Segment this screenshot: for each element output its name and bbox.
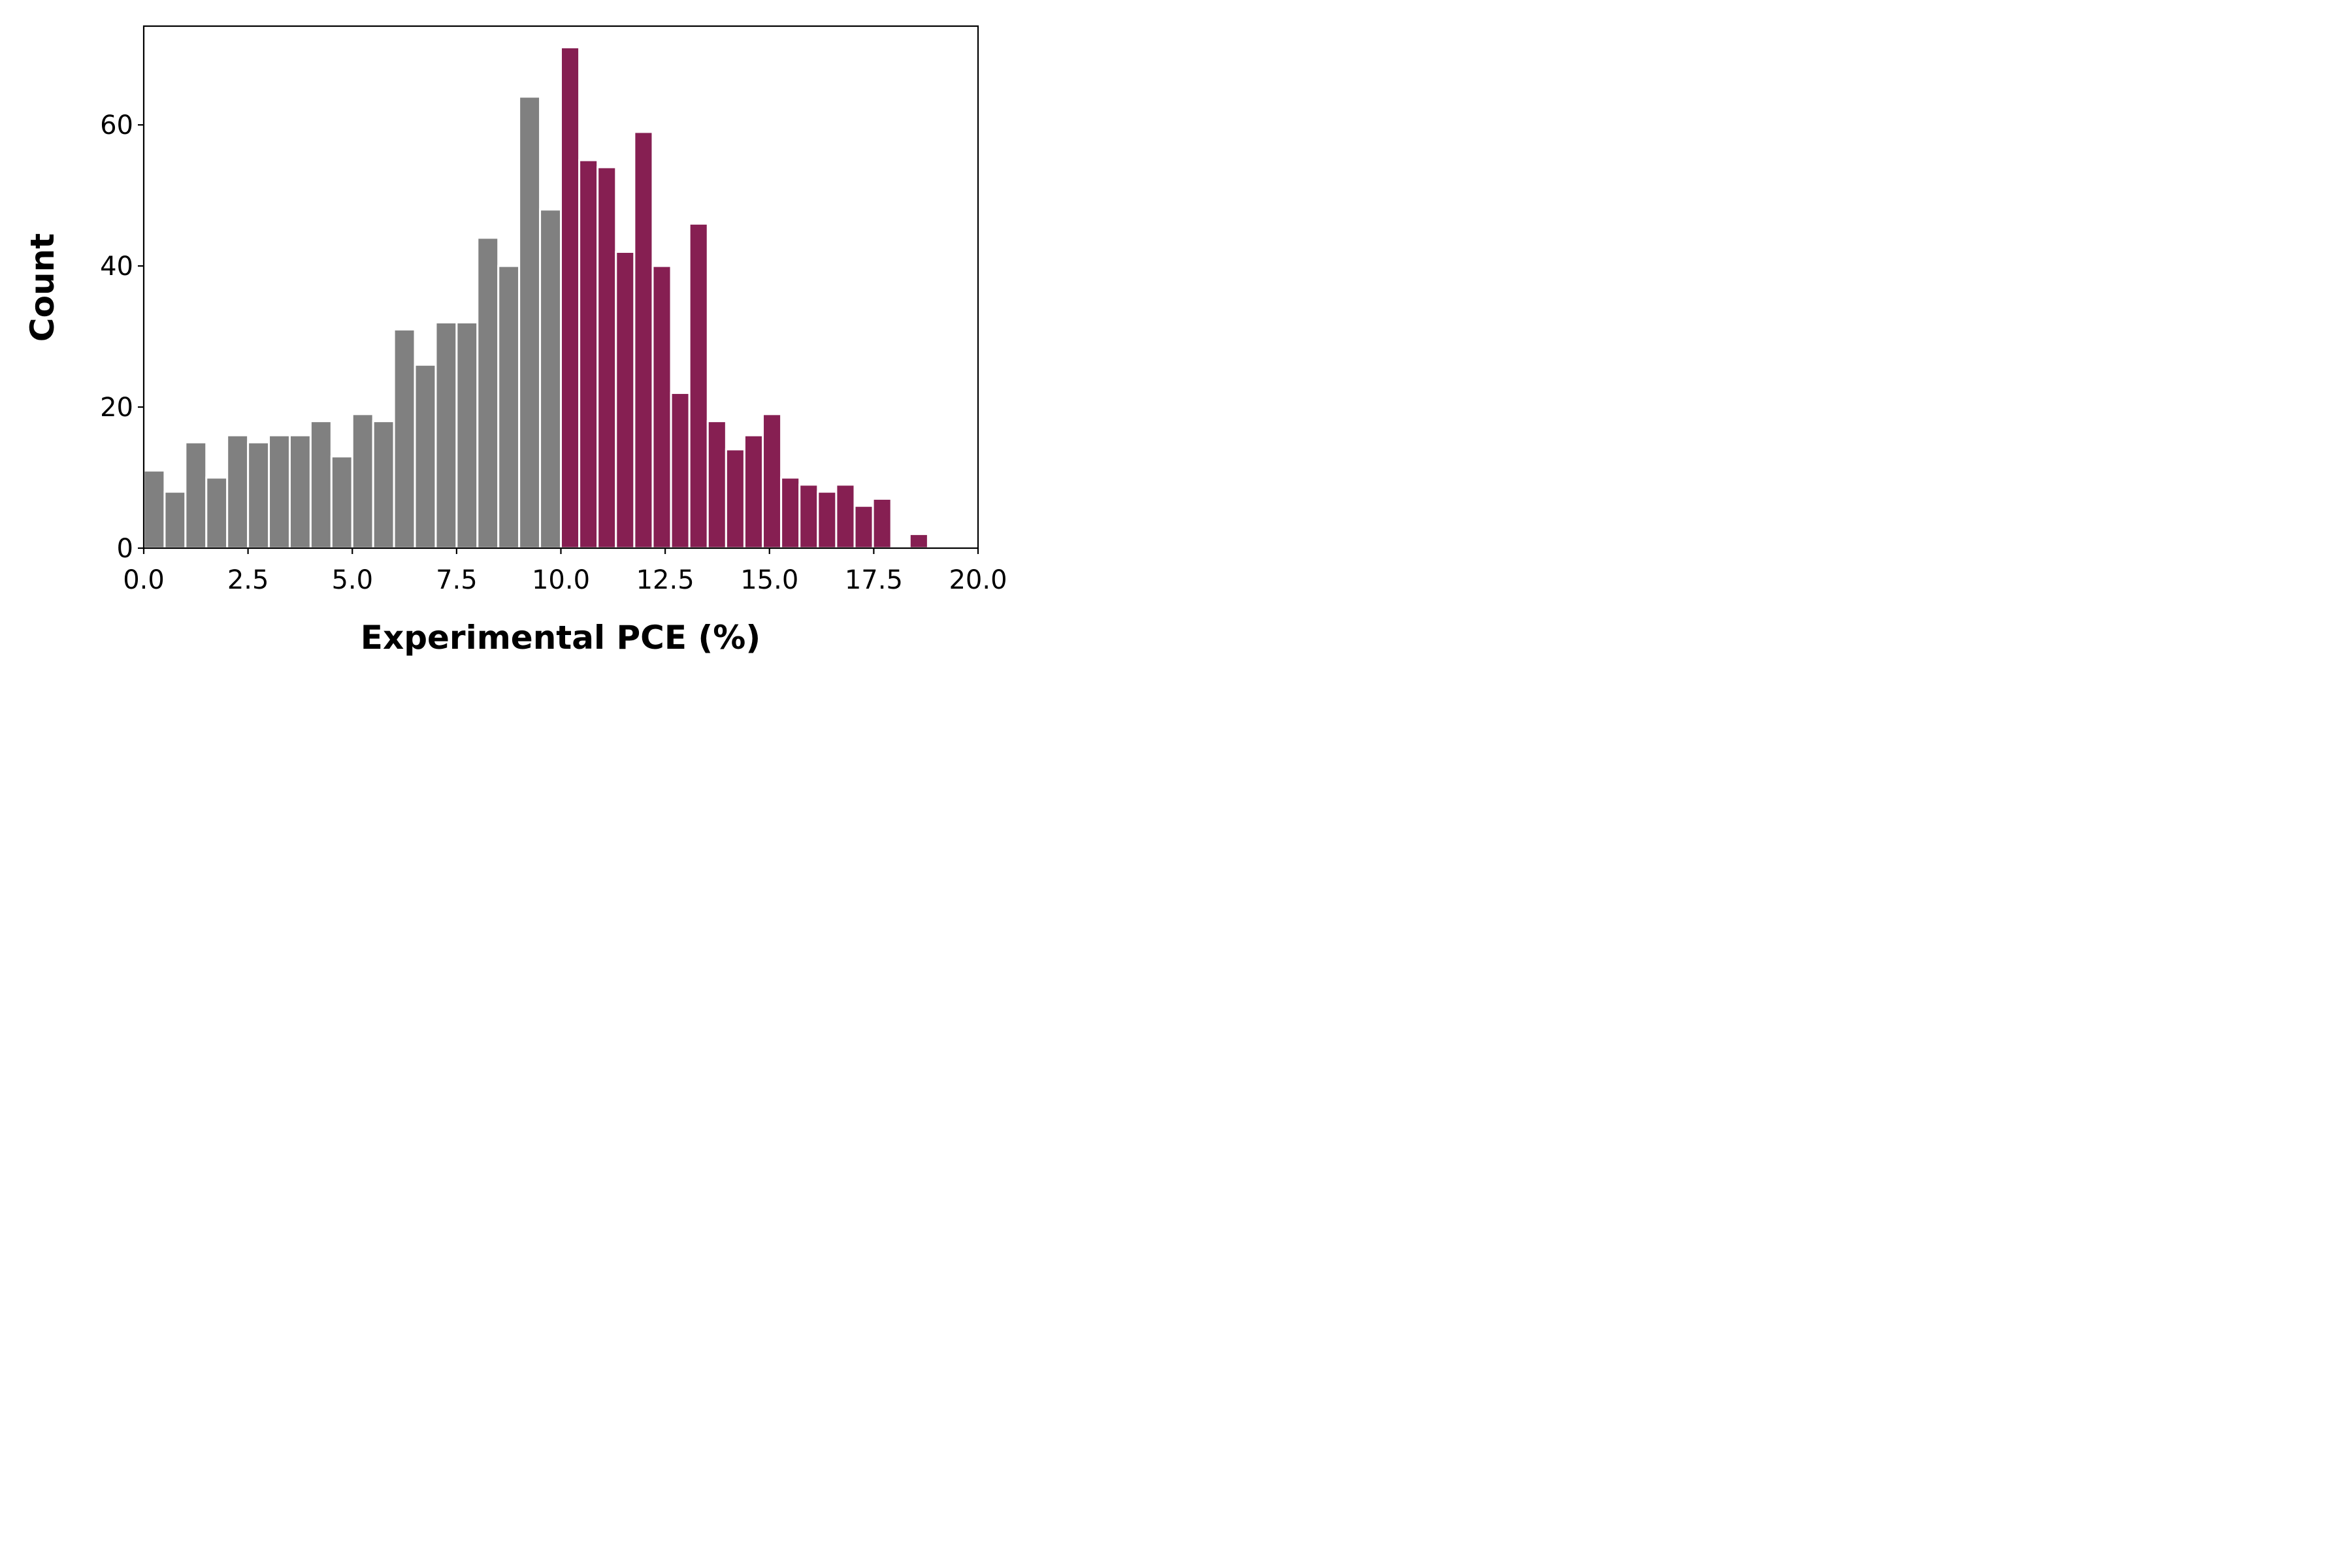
bar-6 <box>268 434 291 549</box>
bar-8 <box>309 420 333 549</box>
bar-28 <box>706 420 727 549</box>
bar-34 <box>817 491 838 549</box>
x-tick-label-0: 0.0 <box>123 565 165 595</box>
y-tick-label-1: 20 <box>100 393 133 423</box>
bar-33 <box>798 483 819 549</box>
bar-32 <box>780 476 801 549</box>
x-tick-label-4: 10.0 <box>532 565 590 595</box>
bar-12 <box>393 328 416 549</box>
y-axis-title: Count <box>24 233 61 342</box>
bar-21 <box>578 159 599 549</box>
bar-20 <box>560 46 581 549</box>
bar-31 <box>762 413 783 549</box>
bar-26 <box>670 391 691 549</box>
bar-13 <box>414 363 437 549</box>
bar-11 <box>372 420 395 549</box>
y-tick-label-2: 40 <box>100 252 133 282</box>
bar-17 <box>497 265 521 549</box>
bar-24 <box>633 131 654 549</box>
x-tick-label-7: 17.5 <box>845 565 903 595</box>
bars-group <box>142 46 929 549</box>
ticks-group: 0.0 2.5 5.0 7.5 10.0 12.5 15.0 17.5 20.0 0 20 40 60 <box>100 110 1007 595</box>
bar-7 <box>288 434 312 549</box>
bar-4 <box>226 434 250 549</box>
bar-0 <box>142 469 166 549</box>
x-tick-label-5: 12.5 <box>636 565 694 595</box>
bar-22 <box>596 166 617 549</box>
y-tick-label-3: 60 <box>100 110 133 140</box>
x-axis-title: Experimental PCE (%) <box>361 619 760 657</box>
bar-35 <box>835 483 856 549</box>
y-tick-label-0: 0 <box>117 534 133 564</box>
bar-23 <box>615 251 636 549</box>
bar-19 <box>539 208 563 549</box>
bar-14 <box>434 321 458 549</box>
bar-9 <box>330 455 353 549</box>
bar-16 <box>476 237 500 549</box>
x-tick-label-8: 20.0 <box>949 565 1007 595</box>
x-tick-label-2: 5.0 <box>331 565 373 595</box>
bar-15 <box>455 321 479 549</box>
bar-30 <box>743 434 764 549</box>
bar-36 <box>853 504 874 549</box>
histogram-chart: 0.0 2.5 5.0 7.5 10.0 12.5 15.0 17.5 20.00204060 … <box>24 25 1007 657</box>
x-tick-label-6: 15.0 <box>740 565 798 595</box>
bar-27 <box>688 222 709 549</box>
bar-1 <box>163 491 187 549</box>
bar-10 <box>351 413 374 549</box>
x-tick-label-1: 2.5 <box>227 565 269 595</box>
bar-5 <box>247 441 270 549</box>
x-tick-label-3: 7.5 <box>436 565 478 595</box>
bar-3 <box>205 476 229 549</box>
bar-29 <box>725 448 745 549</box>
bar-25 <box>651 265 672 549</box>
bar-2 <box>184 441 208 549</box>
bar-39 <box>908 532 929 549</box>
bar-18 <box>518 95 542 549</box>
bar-37 <box>872 497 892 549</box>
